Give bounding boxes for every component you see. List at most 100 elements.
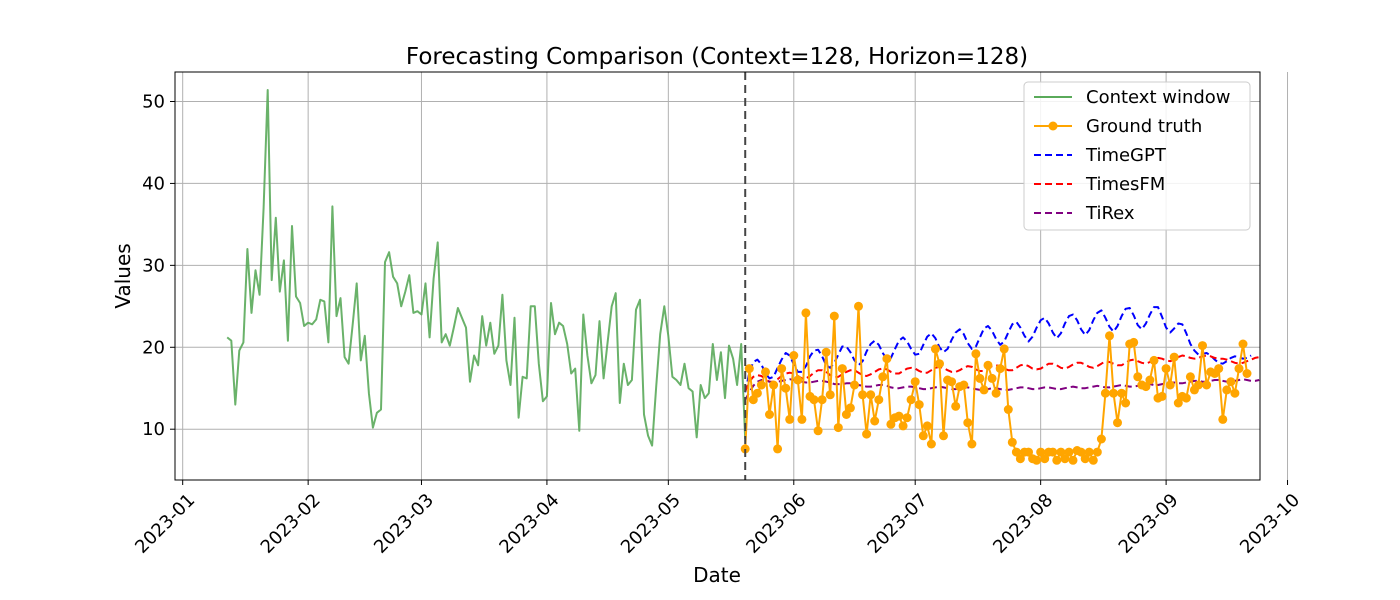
ground-truth-point: [926, 439, 936, 449]
ground-truth-point: [1056, 447, 1066, 457]
ground-truth-point: [1165, 380, 1175, 390]
ground-truth-point: [1036, 447, 1046, 457]
ground-truth-point: [874, 395, 884, 405]
ground-truth-point: [817, 395, 827, 405]
y-tick-label: 50: [142, 91, 165, 112]
ground-truth-point: [829, 311, 839, 321]
ground-truth-point: [1105, 331, 1114, 341]
ground-truth-point: [773, 444, 783, 454]
y-tick-label: 40: [142, 173, 165, 194]
ground-truth-point: [1198, 341, 1207, 351]
ground-truth-point: [1076, 447, 1086, 457]
legend-label: TimeGPT: [1085, 145, 1167, 166]
y-tick-label: 20: [142, 337, 165, 358]
ground-truth-point: [995, 364, 1005, 374]
ground-truth-point: [789, 351, 799, 360]
ground-truth-point: [801, 308, 811, 318]
ground-truth-point: [1052, 455, 1062, 465]
ground-truth-point: [1064, 447, 1074, 457]
ground-truth-point: [825, 390, 835, 400]
ground-truth-point: [1024, 447, 1033, 457]
ground-truth-point: [1015, 454, 1025, 464]
ground-truth-point: [1234, 364, 1244, 374]
ground-truth-point: [987, 373, 997, 383]
ground-truth-point: [939, 431, 948, 441]
ground-truth-point: [862, 429, 872, 439]
ground-truth-point: [959, 380, 969, 390]
ground-truth-point: [1121, 398, 1131, 408]
ground-truth-point: [858, 390, 868, 400]
ground-truth-point: [1003, 405, 1013, 414]
ground-truth-point: [1092, 447, 1102, 457]
ground-truth-point: [1169, 352, 1179, 362]
ground-truth-point: [1113, 418, 1122, 428]
ground-truth-point: [947, 377, 957, 387]
legend-marker: [1048, 121, 1058, 131]
ground-truth-point: [761, 367, 770, 377]
ground-truth-point: [983, 360, 993, 370]
ground-truth-point: [882, 354, 892, 364]
ground-truth-point: [894, 411, 904, 421]
ground-truth-point: [793, 375, 803, 385]
ground-truth-point: [813, 426, 823, 436]
ground-truth-point: [765, 410, 774, 419]
ground-truth-point: [898, 421, 908, 431]
ground-truth-point: [821, 347, 831, 357]
series-line-context-window: [226, 89, 747, 447]
ground-truth-point: [777, 364, 787, 374]
y-axis: 10 20 30 40 50: [142, 91, 175, 440]
ground-truth-point: [979, 385, 989, 395]
ground-truth-point: [922, 421, 932, 431]
ground-truth-point: [748, 395, 758, 405]
ground-truth-point: [1202, 380, 1212, 390]
ground-truth-point: [930, 344, 940, 354]
ground-truth-point: [886, 419, 896, 429]
ground-truth-point: [1096, 434, 1106, 444]
ground-truth-point: [837, 364, 847, 374]
ground-truth-point: [1214, 364, 1224, 374]
ground-truth-point: [1173, 398, 1183, 408]
ground-truth-point: [1230, 388, 1240, 398]
legend-label: Context window: [1086, 87, 1231, 108]
ground-truth-point: [971, 349, 981, 359]
ground-truth-point: [1226, 377, 1236, 387]
ground-truth-point: [1129, 337, 1139, 347]
x-axis-label: Date: [693, 563, 741, 587]
ground-truth-point: [1161, 364, 1171, 374]
ground-truth-point: [744, 364, 754, 374]
ground-truth-point: [785, 414, 795, 424]
ground-truth-point: [902, 413, 912, 423]
ground-truth-point: [1238, 339, 1248, 349]
ground-truth-point: [1040, 454, 1050, 464]
ground-truth-point: [951, 401, 961, 411]
ground-truth-point: [1080, 454, 1090, 464]
ground-truth-point: [1060, 454, 1070, 464]
y-tick-label: 10: [142, 419, 165, 440]
y-tick-label: 30: [142, 255, 165, 276]
ground-truth-point: [1100, 388, 1110, 398]
ground-truth-point: [866, 390, 876, 400]
series-layer: [226, 89, 1260, 465]
ground-truth-point: [1218, 414, 1228, 424]
ground-truth-point: [935, 359, 944, 369]
ground-truth-point: [845, 403, 855, 413]
ground-truth-point: [854, 301, 863, 311]
ground-truth-point: [850, 380, 859, 390]
plot-area: [226, 72, 1260, 480]
ground-truth-point: [740, 444, 750, 454]
plot-frame: [174, 71, 1261, 481]
ground-truth-point: [1185, 372, 1195, 382]
ground-truth-point: [1145, 375, 1155, 385]
ground-truth-point: [1133, 372, 1143, 382]
legend-label: Ground truth: [1086, 116, 1202, 137]
ground-truth-point: [918, 431, 928, 441]
ground-truth-point: [878, 372, 888, 382]
ground-truth-point: [1032, 455, 1042, 465]
legend-box: [1023, 81, 1251, 231]
ground-truth-point: [914, 400, 924, 410]
ground-truth-point: [756, 380, 766, 390]
ground-truth-point: [1149, 355, 1159, 365]
legend: Context window Ground truth TimeGPT TimesFM…: [1023, 81, 1251, 231]
ground-truth-point: [906, 395, 916, 405]
